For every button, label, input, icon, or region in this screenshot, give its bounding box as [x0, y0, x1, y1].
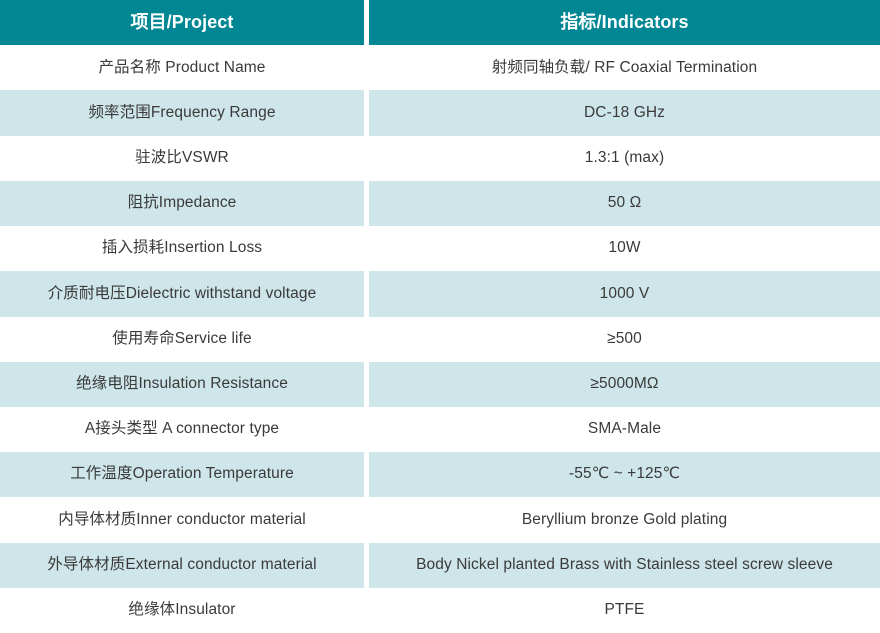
table-row: 内导体材质Inner conductor material Beryllium …: [0, 497, 880, 543]
table-row: 阻抗Impedance 50 Ω: [0, 180, 880, 227]
project-cell: 插入损耗Insertion Loss: [0, 226, 364, 272]
header-cell-indicators: 指标/Indicators: [369, 0, 880, 46]
indicator-cell: ≥5000MΩ: [369, 361, 880, 407]
indicator-cell: 1.3:1 (max): [369, 135, 880, 181]
project-cell: 内导体材质Inner conductor material: [0, 497, 364, 543]
project-cell: 阻抗Impedance: [0, 180, 364, 227]
table-row: 产品名称 Product Name 射频同轴负载/ RF Coaxial Ter…: [0, 45, 880, 91]
indicator-cell: -55℃ ~ +125℃: [369, 452, 880, 498]
indicator-cell: 50 Ω: [369, 180, 880, 227]
table-row: 频率范围Frequency Range DC-18 GHz: [0, 90, 880, 136]
project-cell: 使用寿命Service life: [0, 316, 364, 362]
project-cell: 外导体材质External conductor material: [0, 542, 364, 588]
table-row: 绝缘电阻Insulation Resistance ≥5000MΩ: [0, 361, 880, 407]
project-cell: 绝缘体Insulator: [0, 587, 364, 633]
indicator-cell: 1000 V: [369, 271, 880, 317]
indicator-cell: 10W: [369, 226, 880, 272]
indicator-cell: Beryllium bronze Gold plating: [369, 497, 880, 543]
project-cell: 驻波比VSWR: [0, 135, 364, 181]
project-cell: 频率范围Frequency Range: [0, 90, 364, 136]
table-row: A接头类型 A connector type SMA-Male: [0, 406, 880, 453]
project-cell: 产品名称 Product Name: [0, 45, 364, 91]
table-row: 使用寿命Service life ≥500: [0, 316, 880, 362]
project-cell: A接头类型 A connector type: [0, 406, 364, 453]
project-cell: 绝缘电阻Insulation Resistance: [0, 361, 364, 407]
indicator-cell: ≥500: [369, 316, 880, 362]
table-row: 介质耐电压Dielectric withstand voltage 1000 V: [0, 271, 880, 317]
table-row: 驻波比VSWR 1.3:1 (max): [0, 135, 880, 181]
table-row: 绝缘体Insulator PTFE: [0, 587, 880, 633]
indicator-cell: PTFE: [369, 587, 880, 633]
project-cell: 介质耐电压Dielectric withstand voltage: [0, 271, 364, 317]
indicator-cell: Body Nickel planted Brass with Stainless…: [369, 542, 880, 588]
header-cell-project: 项目/Project: [0, 0, 364, 46]
indicator-cell: SMA-Male: [369, 406, 880, 453]
table-header-row: 项目/Project 指标/Indicators: [0, 0, 880, 46]
table-row: 外导体材质External conductor material Body Ni…: [0, 542, 880, 588]
table-row: 插入损耗Insertion Loss 10W: [0, 226, 880, 272]
indicator-cell: DC-18 GHz: [369, 90, 880, 136]
table-row: 工作温度Operation Temperature -55℃ ~ +125℃: [0, 452, 880, 498]
project-cell: 工作温度Operation Temperature: [0, 452, 364, 498]
indicator-cell: 射频同轴负载/ RF Coaxial Termination: [369, 45, 880, 91]
